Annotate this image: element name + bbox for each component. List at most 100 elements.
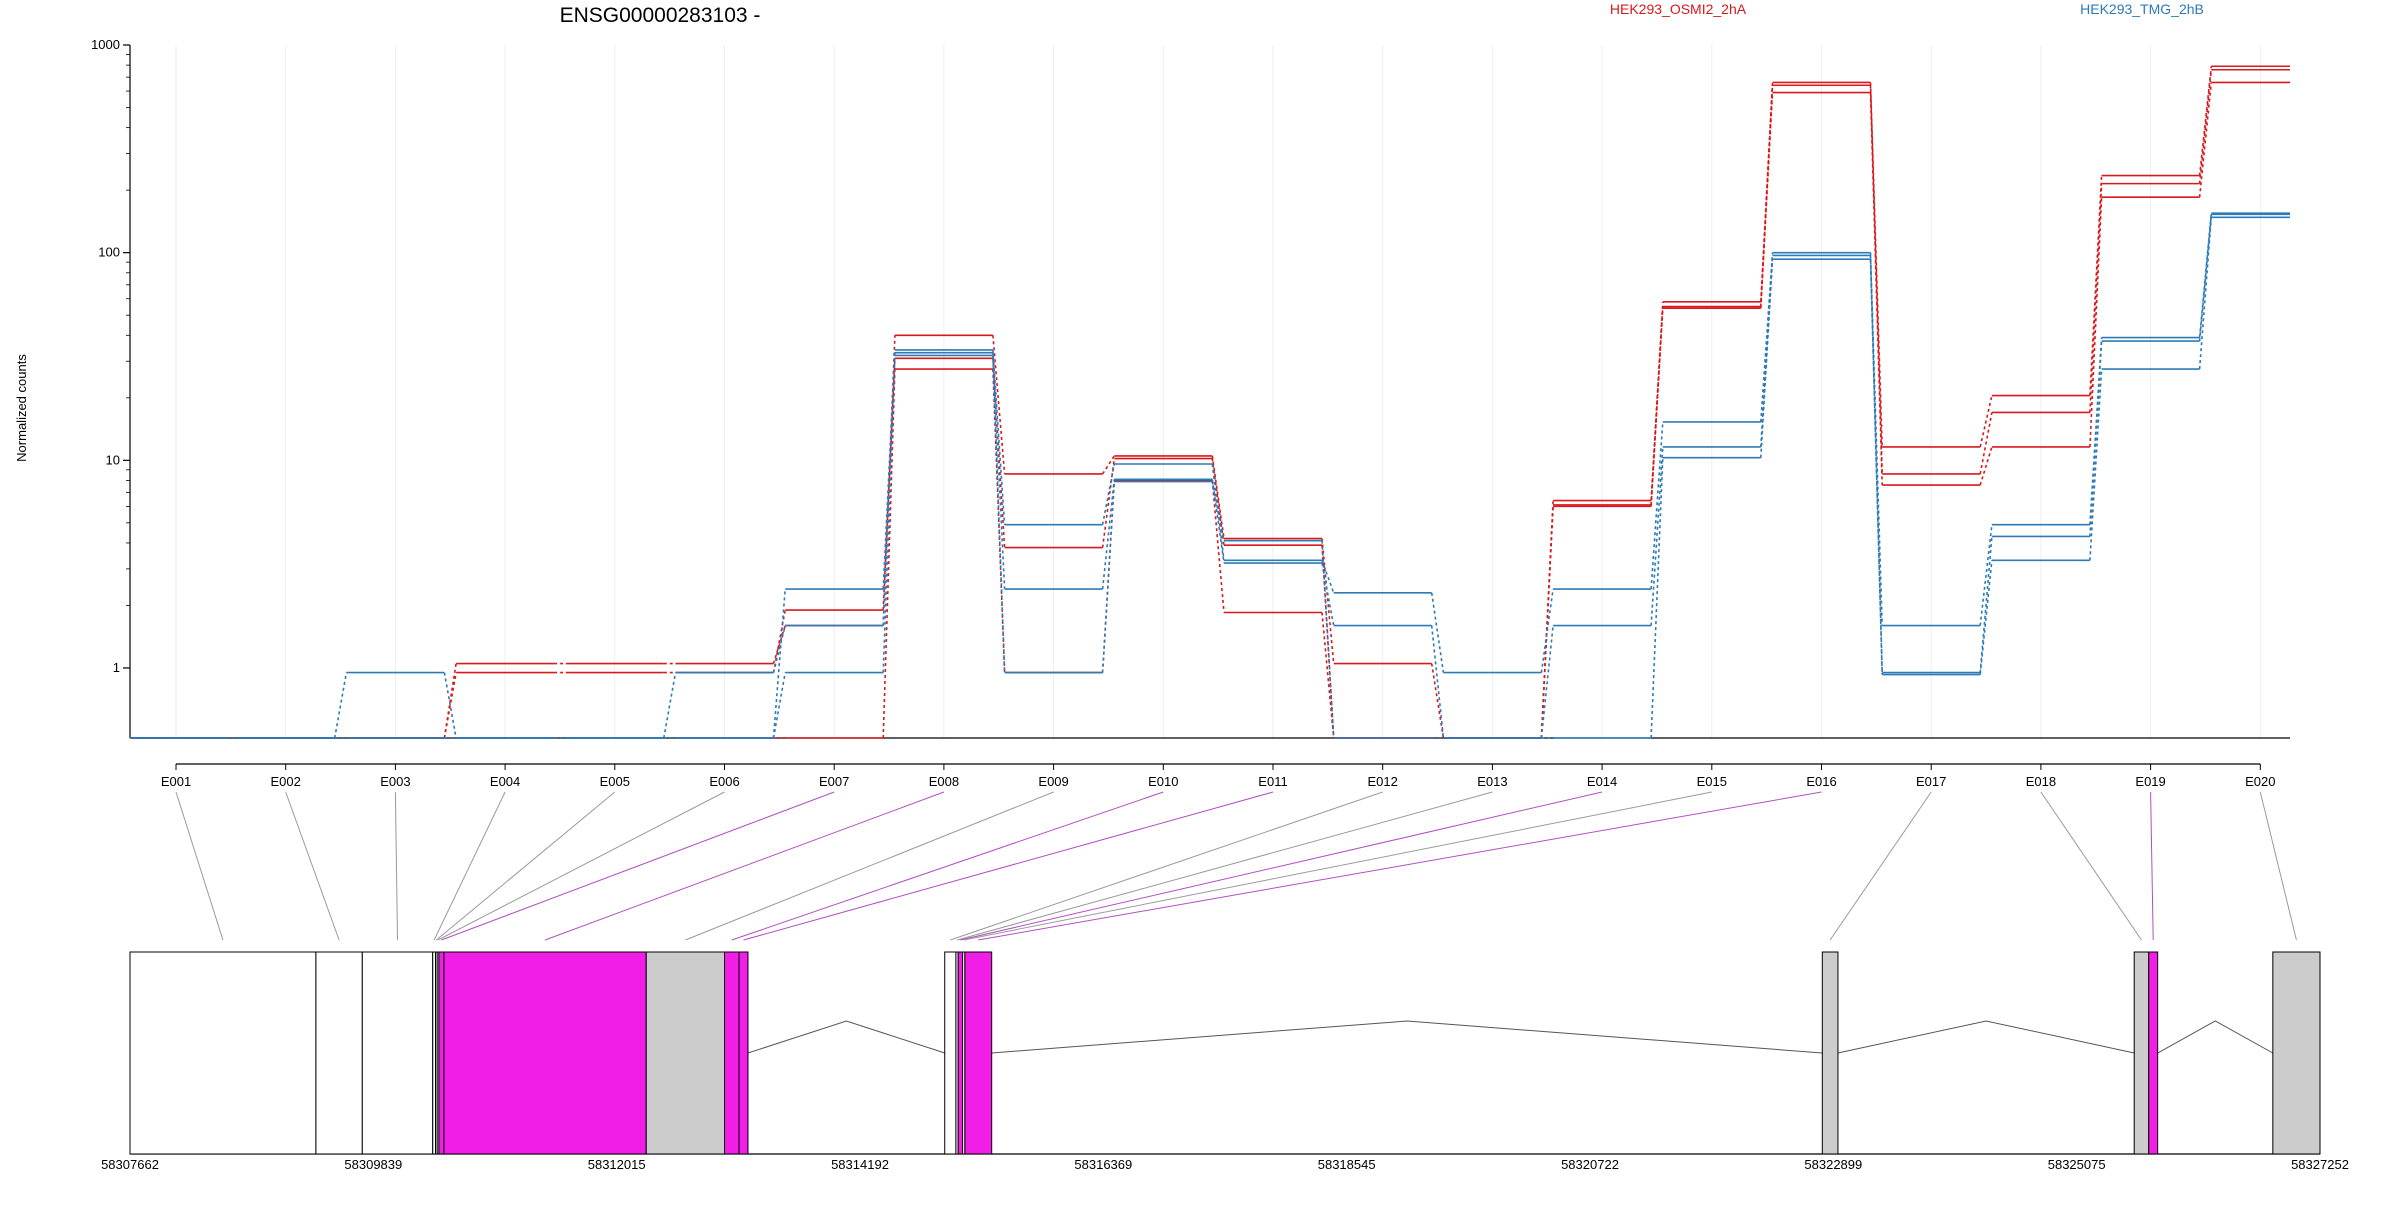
series-connector [2089, 337, 2103, 525]
series-connector [1211, 479, 1225, 564]
series-connector [1760, 252, 1774, 423]
genomic-tick-label: 58322899 [1804, 1157, 1862, 1172]
series-connector [772, 625, 786, 664]
series-2 [130, 68, 2290, 739]
series-connector [1979, 524, 1993, 626]
genomic-tick-label: 58318545 [1318, 1157, 1376, 1172]
series-connector [772, 625, 786, 673]
x-tick-label-e016: E016 [1806, 774, 1836, 789]
exon-link-e005 [436, 791, 616, 941]
series-connector [772, 672, 786, 739]
series-connector [1101, 479, 1116, 590]
genomic-tick-label: 58314192 [831, 1157, 889, 1172]
intron-line [747, 1020, 945, 1054]
exon-link-e003 [394, 791, 399, 941]
x-tick-label-e017: E017 [1916, 774, 1946, 789]
x-tick-label-e019: E019 [2135, 774, 2165, 789]
series-connector [1979, 536, 1993, 673]
exon-box-e010 [724, 951, 740, 1155]
exon-link-e004 [433, 791, 506, 941]
exon-box-e020 [2272, 951, 2321, 1155]
genomic-tick-label: 58320722 [1561, 1157, 1619, 1172]
series-connector [1430, 663, 1445, 739]
series-connector [1979, 446, 1993, 486]
exon-box-e018 [2133, 951, 2150, 1155]
genomic-tick-label: 58312015 [588, 1157, 646, 1172]
x-tick-label-e013: E013 [1477, 774, 1507, 789]
x-tick-label-e002: E002 [271, 774, 301, 789]
series-connector [443, 672, 457, 739]
series-connector [1321, 538, 1335, 664]
series-connector [1101, 481, 1116, 673]
series-connector [772, 588, 786, 739]
x-tick-label-e007: E007 [819, 774, 849, 789]
series-connector [2198, 217, 2213, 370]
axes-layer: 1 10 100 1000 E001 E002 E003 E004 E005 E006 E007 E0… [91, 37, 2290, 789]
series-connector [2198, 82, 2213, 198]
exon-box-e014 [957, 951, 964, 1155]
exon-link-e006 [437, 791, 725, 941]
series-connector [1211, 455, 1225, 539]
intron-line [2157, 1020, 2274, 1054]
exon-box-e001 [129, 951, 317, 1155]
x-tick-label-e003: E003 [380, 774, 410, 789]
series-connector [1211, 480, 1225, 613]
genomic-tick-label: 58316369 [1074, 1157, 1132, 1172]
exon-link-e015 [963, 791, 1712, 941]
exon-link-e010 [731, 791, 1164, 941]
genomic-tick-label: 58309839 [344, 1157, 402, 1172]
exon-box-e007 [438, 951, 445, 1155]
series-connector [992, 335, 1006, 474]
x-tick-label-e011: E011 [1258, 774, 1287, 789]
grid-layer [175, 45, 2261, 738]
x-tick-label-e001: E001 [161, 774, 191, 789]
series-connector [2089, 183, 2103, 413]
series-connector [992, 355, 1006, 673]
series-connector [992, 349, 1006, 525]
series-1 [130, 65, 2290, 739]
series-connector [1979, 560, 1993, 675]
exon-link-e008 [544, 791, 945, 941]
exon-box-e017 [1821, 951, 1839, 1155]
series-layer [130, 65, 2290, 739]
exon-link-e002 [285, 791, 340, 941]
series-connector [2089, 341, 2103, 537]
series-connector [1540, 625, 1554, 739]
series-connector [772, 609, 786, 673]
exon-box-e019 [2148, 951, 2159, 1155]
series-connector [1211, 481, 1225, 541]
series-connector [1979, 395, 1993, 448]
series-connector [1540, 506, 1554, 739]
series-connector [1650, 421, 1664, 590]
x-tick-label-e015: E015 [1697, 774, 1727, 789]
exon-link-e016 [978, 791, 1822, 941]
x-tick-label-e004: E004 [490, 774, 520, 789]
intron-line [991, 1020, 1823, 1054]
gene-model: 58307662 58309839 58312015 58314192 58316369… [101, 951, 2349, 1172]
series-connector [1540, 588, 1554, 673]
series-connector [2198, 69, 2213, 184]
y-tick-label: 100 [98, 245, 120, 260]
series-connector [443, 672, 457, 739]
x-tick-label-e010: E010 [1148, 774, 1178, 789]
exon-link-e001 [175, 791, 224, 941]
series-connector [1430, 592, 1445, 673]
exon-link-e017 [1829, 791, 1932, 941]
exon-link-e020 [2259, 791, 2297, 941]
y-tick-label: 1000 [91, 37, 120, 52]
x-tick-label-e012: E012 [1368, 774, 1398, 789]
series-connector [882, 369, 896, 739]
series-connector [663, 672, 677, 739]
x-tick-label-e005: E005 [600, 774, 630, 789]
exon-box-e003 [361, 951, 434, 1155]
series-4 [130, 212, 2290, 739]
y-tick-label: 1 [113, 660, 120, 675]
exon-box-e002 [315, 951, 363, 1155]
exon-box-e011 [738, 951, 749, 1155]
series-connector [882, 355, 896, 673]
exon-box-e008 [443, 951, 647, 1155]
exon-link-e013 [956, 791, 1493, 941]
exon-link-e018 [2040, 791, 2142, 941]
series-connector [2089, 369, 2103, 561]
